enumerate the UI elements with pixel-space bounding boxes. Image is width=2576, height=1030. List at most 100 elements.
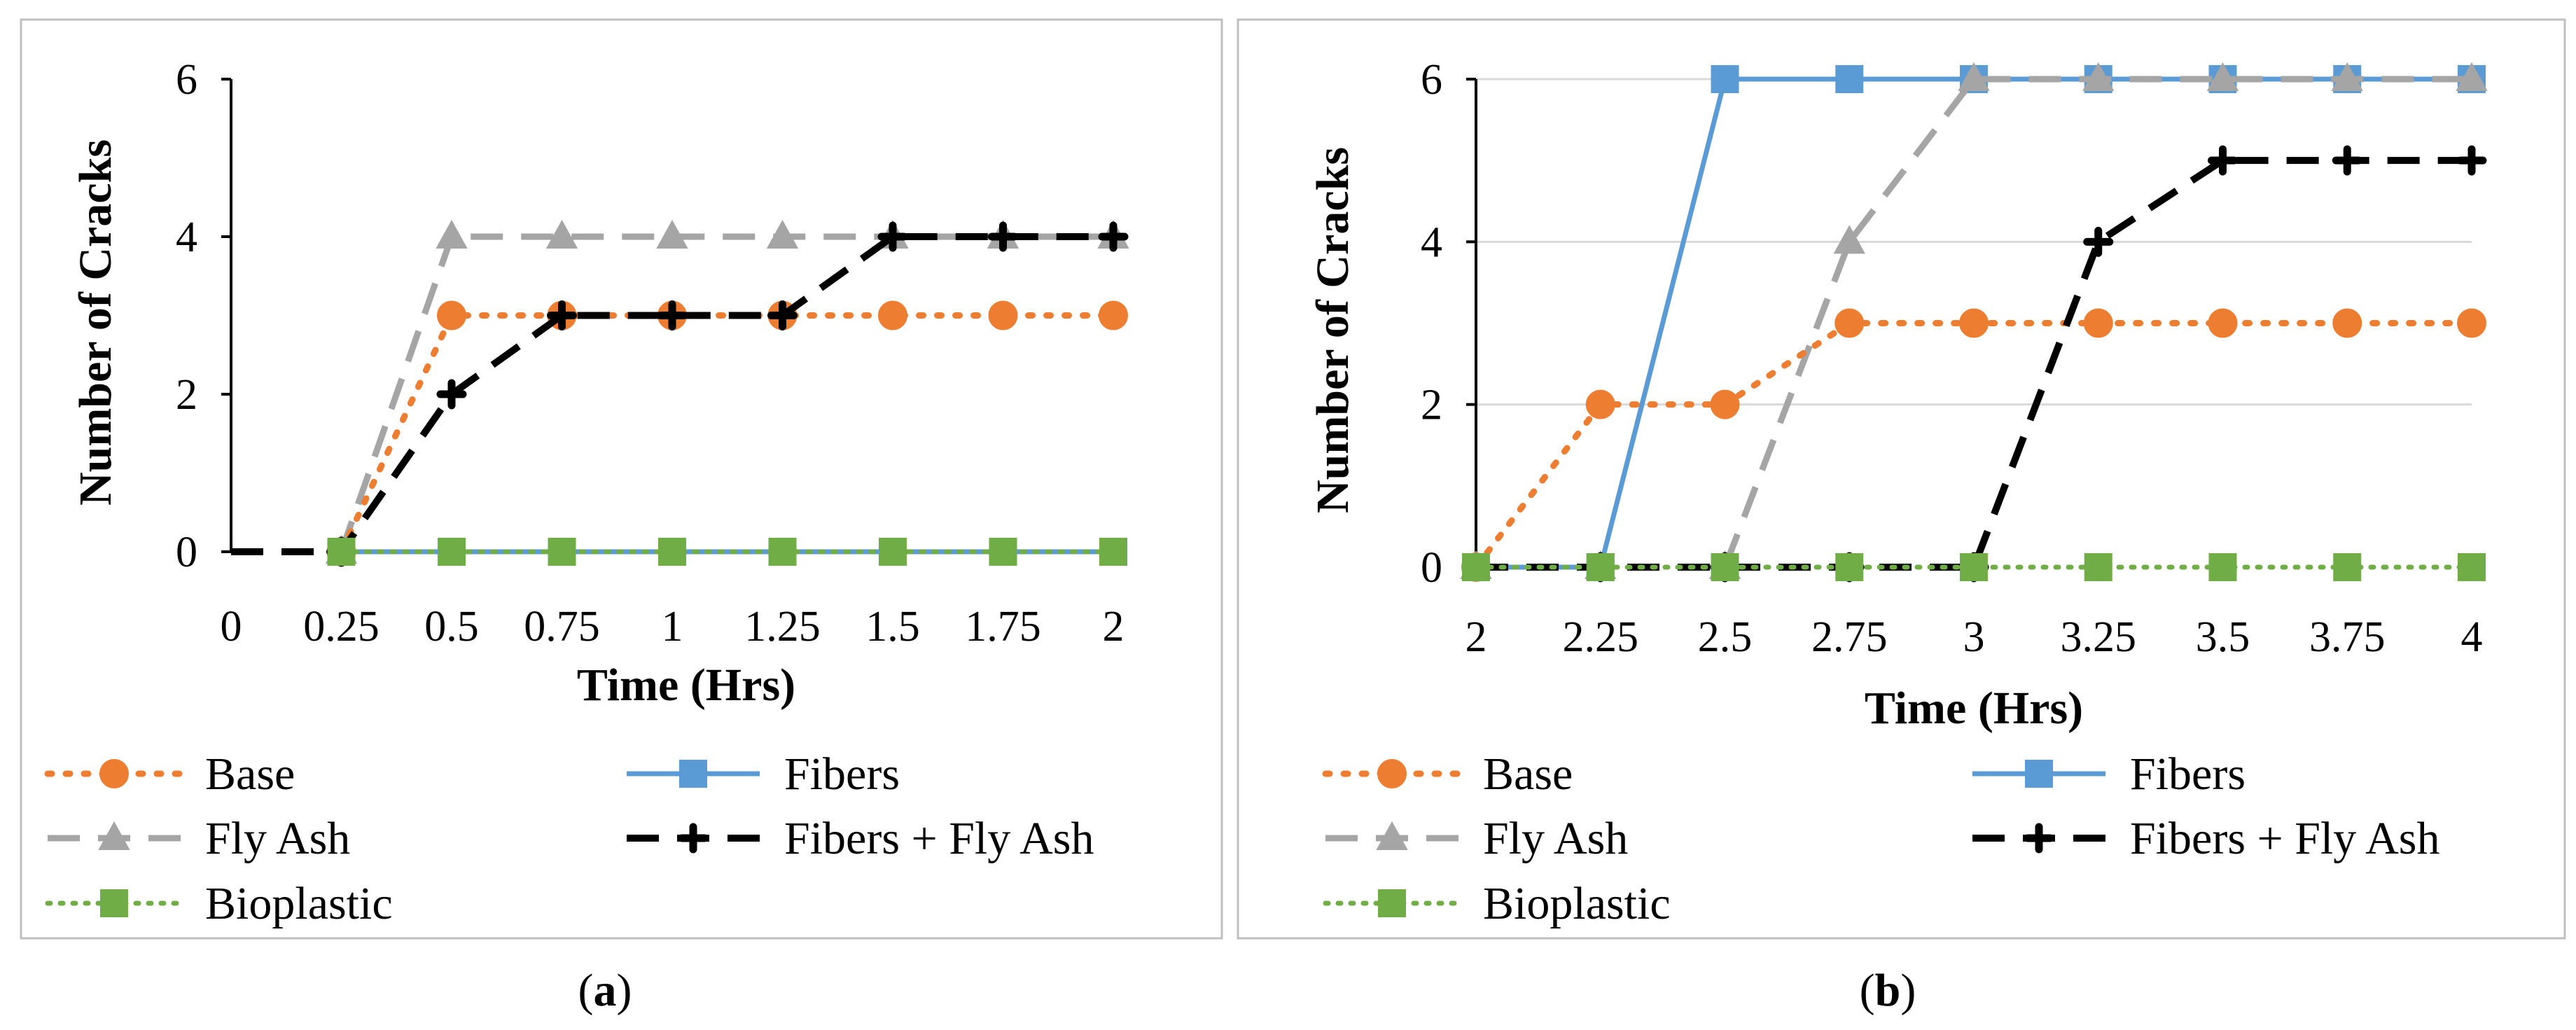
legend-marker: [1377, 759, 1407, 788]
legend-label: Fly Ash: [1483, 813, 1628, 864]
y-tick-label: 6: [176, 56, 197, 104]
series-line-fibers-fly-ash: [1476, 157, 2472, 571]
legend-marker: [100, 889, 128, 917]
data-point-fly-ash: [1958, 62, 1990, 91]
data-point-fly-ash: [656, 219, 688, 249]
series-base: [1461, 308, 2486, 582]
data-point-base: [1585, 389, 1615, 419]
data-point-base: [1710, 389, 1740, 419]
legend-marker: [1378, 889, 1406, 917]
y-tick-label: 2: [176, 371, 197, 419]
x-tick-label: 2: [1465, 613, 1487, 661]
legend-entry-fibers-fly-ash: Fibers + Fly Ash: [1972, 813, 2439, 864]
series-bioplastic: [1462, 553, 2486, 581]
legend-marker: [99, 759, 129, 788]
data-point-bioplastic: [1960, 553, 1988, 581]
panel-caption: (a): [578, 965, 632, 1016]
data-point-fibers-fly-ash: [877, 221, 908, 252]
legend-entry-fibers: Fibers: [627, 749, 900, 800]
data-point-base: [1959, 308, 1989, 338]
y-tick-label: 4: [176, 214, 197, 261]
data-point-bioplastic: [2458, 553, 2486, 581]
data-point-fibers-fly-ash: [767, 300, 798, 330]
legend-entry-fibers: Fibers: [1972, 749, 2246, 800]
legend-label: Fibers: [2130, 749, 2246, 800]
x-tick-label: 3.25: [2061, 613, 2137, 661]
data-point-fly-ash: [545, 219, 578, 249]
data-point-bioplastic: [1099, 538, 1127, 566]
data-point-fibers: [1835, 65, 1864, 93]
x-tick-label: 1.25: [744, 603, 821, 650]
y-tick-label: 0: [176, 529, 197, 576]
data-point-fibers-fly-ash: [988, 221, 1018, 252]
data-point-fibers-fly-ash: [547, 300, 577, 330]
data-point-bioplastic: [879, 538, 907, 566]
panel-border: [20, 18, 1223, 940]
data-point-bioplastic: [1835, 553, 1864, 581]
data-point-bioplastic: [658, 538, 686, 566]
data-point-bioplastic: [438, 538, 466, 566]
data-point-fibers-fly-ash: [657, 300, 688, 330]
x-tick-label: 1: [662, 603, 683, 650]
legend-entry-fly-ash: Fly Ash: [1325, 813, 1628, 864]
data-point-fly-ash: [2331, 62, 2363, 91]
x-tick-label: 1.5: [865, 603, 920, 650]
data-point-base: [437, 300, 466, 330]
legend-marker: [679, 760, 707, 788]
x-tick-label: 3.5: [2196, 613, 2250, 661]
caption-letter: b: [1875, 965, 1901, 1016]
y-axis-title: Number of Cracks: [70, 139, 121, 506]
data-point-base: [2332, 308, 2362, 338]
y-tick-label: 0: [1421, 544, 1442, 592]
x-tick-label: 2.25: [1563, 613, 1639, 661]
legend-label: Fly Ash: [205, 813, 350, 864]
series-bioplastic: [327, 538, 1127, 566]
legend: Base Fibers Fly Ash Fibers + Fly Ash Bioplas…: [1322, 749, 2439, 929]
data-point-bioplastic: [1586, 553, 1615, 581]
data-point-fibers-fly-ash: [436, 379, 467, 410]
data-point-bioplastic: [768, 538, 797, 566]
x-tick-label: 0.75: [524, 603, 600, 650]
x-axis-title: Time (Hrs): [577, 660, 795, 711]
y-tick-label: 6: [1421, 56, 1442, 104]
caption-open-paren: (: [1860, 965, 1875, 1016]
y-tick-label: 2: [1421, 382, 1442, 429]
x-axis-title: Time (Hrs): [1865, 683, 2083, 734]
legend-entry-base: Base: [1322, 749, 1573, 800]
series-base: [326, 300, 1128, 566]
x-tick-label: 0.5: [424, 603, 479, 650]
legend-label: Fibers: [784, 749, 900, 800]
data-point-bioplastic: [2333, 553, 2362, 581]
data-point-base: [1099, 300, 1128, 330]
legend-marker: [678, 823, 709, 854]
data-point-fibers-fly-ash: [2083, 226, 2114, 257]
series-fibers-fly-ash: [231, 221, 1129, 567]
data-point-bioplastic: [548, 538, 576, 566]
data-point-base: [1834, 308, 1865, 338]
x-tick-label: 3.75: [2309, 613, 2386, 661]
data-point-fly-ash: [1833, 225, 1865, 254]
x-tick-label: 2.5: [1698, 613, 1753, 661]
x-tick-label: 3: [1963, 613, 1985, 661]
y-axis-title: Number of Cracks: [1307, 147, 1358, 513]
legend-label: Base: [205, 749, 295, 800]
legend-marker: [1376, 821, 1408, 850]
data-point-fly-ash: [2082, 62, 2115, 91]
data-point-bioplastic: [1462, 553, 1490, 581]
data-point-fly-ash: [766, 219, 799, 249]
caption-close-paren: ): [1900, 965, 1916, 1016]
legend-marker: [2025, 760, 2053, 788]
data-point-fly-ash: [2456, 62, 2488, 91]
legend-entry-bioplastic: Bioplastic: [1323, 878, 1671, 929]
caption-letter: a: [594, 965, 617, 1016]
data-point-fly-ash: [436, 219, 468, 249]
legend-label: Bioplastic: [205, 878, 393, 929]
data-point-fibers-fly-ash: [2208, 145, 2238, 176]
legend-label: Fibers + Fly Ash: [2130, 813, 2439, 864]
data-point-fibers-fly-ash: [1098, 221, 1129, 252]
legend-entry-bioplastic: Bioplastic: [45, 878, 393, 929]
data-point-bioplastic: [327, 538, 356, 566]
y-tick-label: 4: [1421, 218, 1442, 266]
data-point-bioplastic: [2208, 553, 2237, 581]
